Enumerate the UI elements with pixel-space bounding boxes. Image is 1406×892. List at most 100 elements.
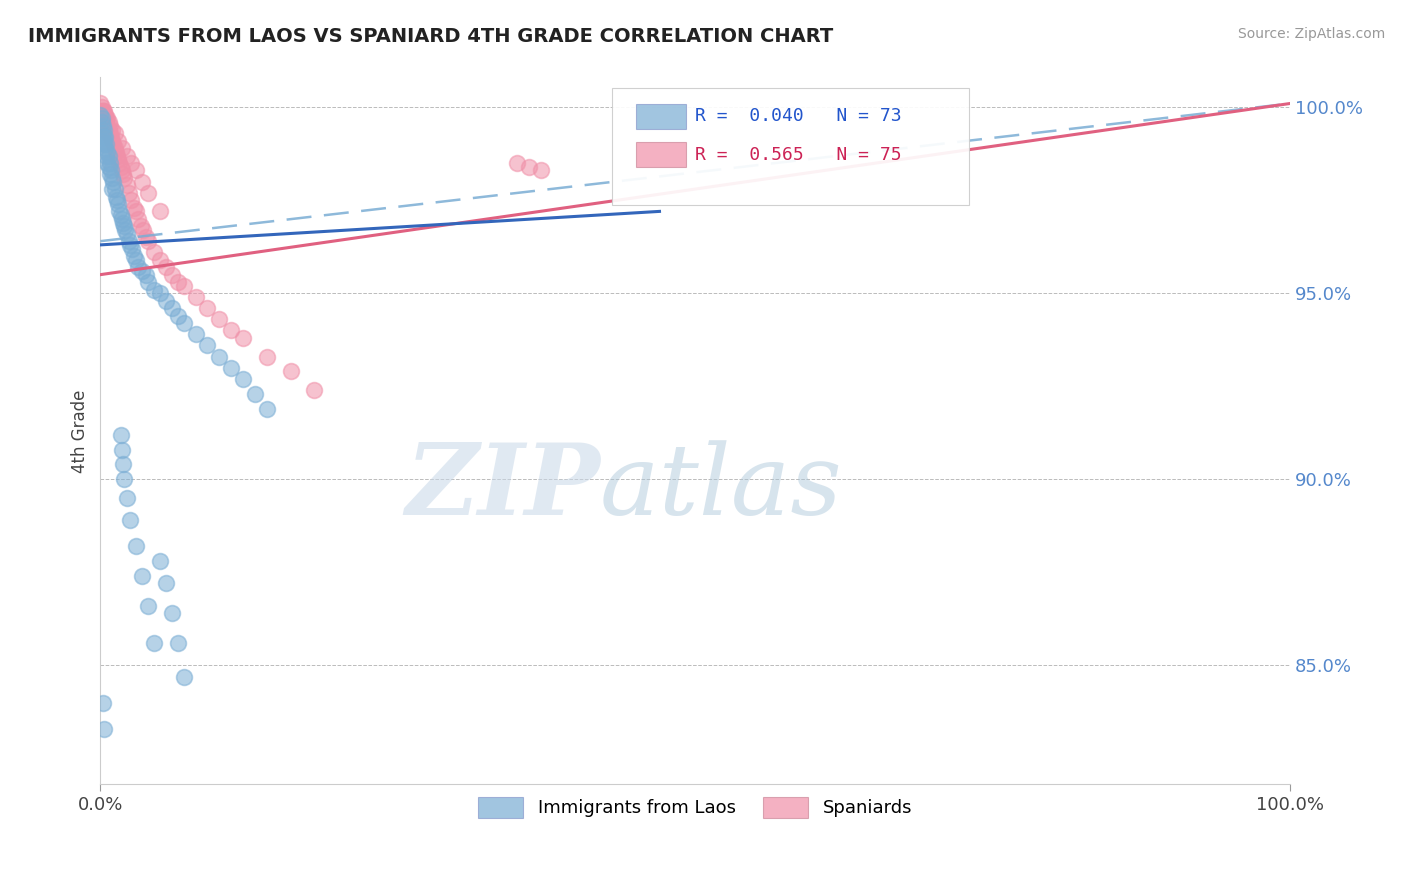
Point [125,539,148,553]
Point [232,331,254,345]
Point [118,234,141,248]
Point [122,201,145,215]
Point [129,219,152,234]
Point [107,197,129,211]
Point [94,108,117,122]
Point [529,163,551,178]
Point [96,112,118,126]
Point [160,607,183,621]
Point [160,268,183,282]
Point [136,275,159,289]
Point [232,372,254,386]
Text: IMMIGRANTS FROM LAOS VS SPANIARD 4TH GRADE CORRELATION CHART: IMMIGRANTS FROM LAOS VS SPANIARD 4TH GRA… [28,27,834,45]
Point [149,554,172,568]
Point [94,130,117,145]
Point [149,286,172,301]
Point [115,227,138,241]
Point [122,249,145,263]
Point [93,130,115,145]
Point [135,230,157,244]
Point [108,204,131,219]
Point [101,122,124,136]
Point [104,182,127,196]
Point [120,238,142,252]
Point [93,137,115,152]
Point [97,115,120,129]
Point [93,103,115,118]
Legend: Immigrants from Laos, Spaniards: Immigrants from Laos, Spaniards [471,789,920,825]
Point [197,338,219,352]
Point [97,148,120,162]
Point [120,193,142,207]
Point [105,148,128,162]
Point [112,472,135,486]
Point [142,636,165,650]
Point [112,170,135,185]
Point [131,175,153,189]
FancyBboxPatch shape [612,88,969,204]
Point [104,145,127,159]
Point [243,386,266,401]
Point [256,401,278,416]
Text: atlas: atlas [600,440,842,535]
Point [98,167,121,181]
Point [112,219,135,234]
Text: ZIP: ZIP [405,439,600,536]
Point [101,134,124,148]
Point [89,103,111,118]
Point [108,156,131,170]
Text: R =  0.565   N = 75: R = 0.565 N = 75 [695,145,901,163]
Point [173,316,195,330]
Point [96,122,118,136]
Point [107,134,129,148]
Point [120,513,142,527]
Point [96,156,118,170]
Point [155,293,177,308]
Point [127,260,149,275]
Point [111,163,134,178]
Point [96,145,118,159]
Point [111,216,134,230]
Point [517,160,540,174]
Point [155,576,177,591]
Y-axis label: 4th Grade: 4th Grade [72,389,89,473]
Point [98,119,121,133]
Point [96,137,118,152]
Point [184,290,207,304]
Point [166,636,188,650]
Point [97,122,120,136]
Point [155,260,177,275]
Point [89,112,111,126]
Point [142,283,165,297]
Point [103,175,125,189]
Point [111,458,134,472]
FancyBboxPatch shape [636,142,686,167]
Point [111,167,134,181]
Point [110,427,132,442]
Point [125,163,148,178]
Point [89,96,111,111]
Point [304,383,326,397]
Point [105,193,128,207]
Point [94,119,117,133]
Point [208,350,231,364]
Point [115,491,138,505]
Point [136,599,159,613]
Point [96,115,118,129]
Point [110,160,132,174]
Point [111,211,134,226]
Point [93,122,115,136]
Point [280,364,302,378]
Point [184,327,207,342]
Text: R =  0.040   N = 73: R = 0.040 N = 73 [695,107,901,125]
Point [125,252,148,267]
Point [110,208,132,222]
Point [142,245,165,260]
Point [91,112,114,126]
Point [96,148,118,162]
Point [131,569,153,583]
Point [166,275,188,289]
Point [104,141,127,155]
Point [208,312,231,326]
Point [104,189,127,203]
